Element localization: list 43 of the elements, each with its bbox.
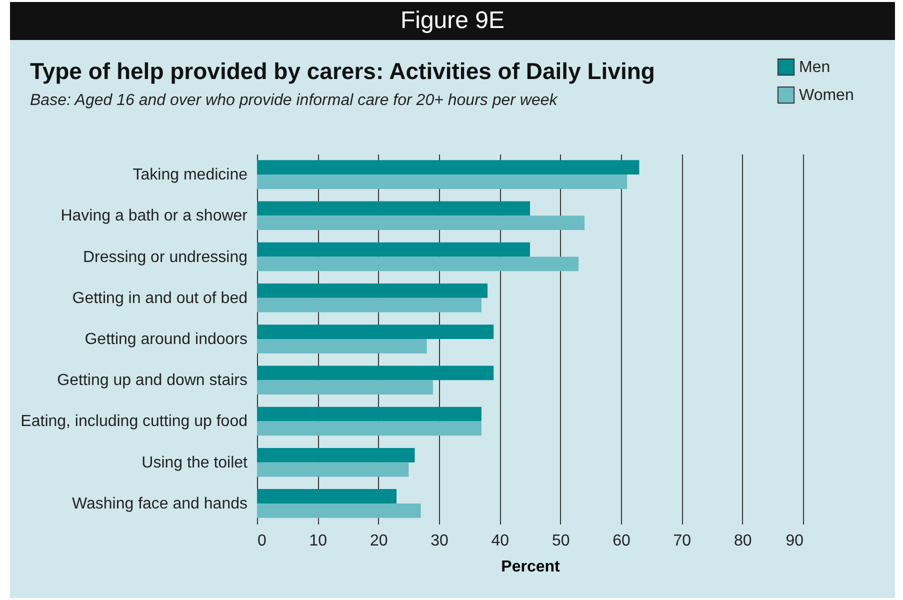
x-tick-label: 90 [786,532,804,550]
y-tick-label: Eating, including cutting up food [20,413,248,430]
y-tick-label: Using the toilet [142,454,248,472]
x-tick-label: 80 [734,532,752,550]
bar [257,284,488,298]
chart-subtitle: Base: Aged 16 and over who provide informal care for 20+ hours per week [30,92,558,110]
x-tick-label: 0 [258,532,266,550]
bar [257,216,585,230]
y-tick-label: Getting in and out of bed [72,290,248,307]
bar [257,242,530,257]
x-tick-label: 20 [370,532,388,550]
bar [257,298,482,312]
x-tick-label: 60 [612,532,630,550]
y-tick-label: Dressing or undressing [82,248,248,266]
bar [257,256,579,272]
x-tick-label: 50 [552,532,570,550]
legend-label: Women [799,87,854,104]
x-tick-label: 40 [491,532,510,550]
x-axis-title: Percent [501,558,561,576]
bar [257,201,530,216]
bar [257,174,628,189]
x-tick-label: 10 [309,532,328,550]
bar [257,380,433,394]
y-tick-label: Washing face and hands [72,495,248,512]
bar [257,448,415,462]
x-tick-label: 30 [430,532,448,550]
bar [257,406,482,422]
y-tick-label: Having a bath or a shower [60,208,248,225]
y-tick-label: Getting around indoors [84,331,248,348]
bar [257,503,421,518]
y-tick-label: Getting up and down stairs [57,372,248,390]
y-tick-label: Taking medicine [132,166,248,184]
bar [257,489,397,504]
bar [257,160,640,175]
bar [257,421,482,436]
bar [257,324,494,339]
bar [257,462,409,477]
x-tick-label: 70 [673,532,692,550]
chart-title: Type of help provided by carers: Activities of Daily Living [30,58,655,85]
bar [257,339,427,354]
bar [257,366,494,380]
caption: Figure 9E [10,2,895,40]
legend-label: Men [799,59,830,76]
